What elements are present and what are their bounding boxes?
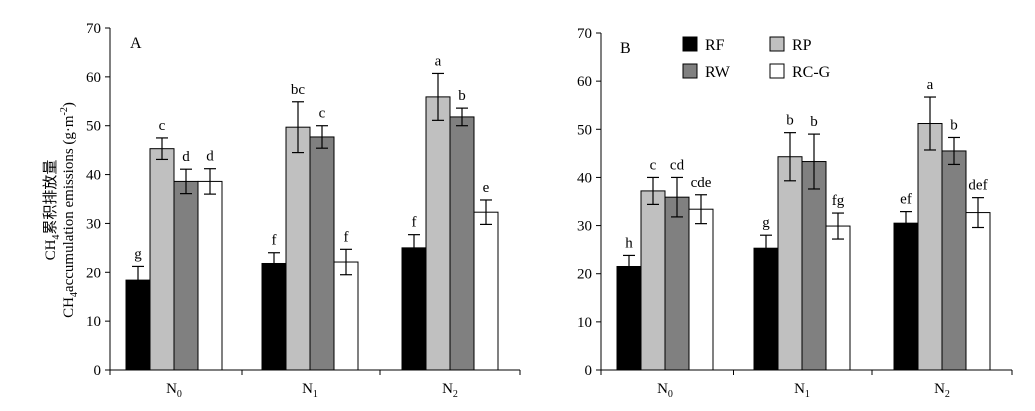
significance-letter: c: [650, 157, 657, 173]
x-tick-label: N2: [934, 381, 950, 400]
panel-b-label: B: [620, 40, 631, 57]
bar-rp-n0: [640, 190, 666, 371]
bar-rw-n0: [173, 180, 199, 371]
bar-rf-n2: [401, 247, 427, 371]
significance-letter: c: [159, 118, 166, 134]
ylabel-cn-text: 累积排放量: [42, 160, 59, 235]
bar-rc-g-n0: [197, 180, 223, 371]
ylabel-en-prefix: CH: [61, 297, 77, 318]
significance-letter: b: [458, 88, 466, 104]
bar-rw-n1: [309, 136, 335, 371]
y-tick-label: 40: [577, 170, 592, 186]
y-tick-label: 0: [94, 363, 102, 379]
y-tick-label: 30: [577, 219, 592, 235]
legend-label-rp: RP: [792, 37, 812, 54]
significance-letter: cd: [670, 157, 685, 173]
significance-letter: d: [182, 149, 190, 165]
significance-letter: b: [810, 114, 818, 130]
bar-rp-n2: [425, 96, 451, 371]
svg-text:CH4accumulation emissions (g·m: CH4accumulation emissions (g·m-2): [59, 102, 80, 318]
bar-rf-n1: [753, 247, 779, 371]
bar-rc-g-n1: [825, 225, 851, 371]
bar-rf-n0: [125, 279, 151, 371]
significance-letter: b: [950, 117, 958, 133]
y-tick-label: 60: [86, 70, 101, 86]
legend-label-rf: RF: [705, 37, 725, 54]
significance-letter: ef: [900, 192, 912, 208]
legend-swatch-rw: [682, 63, 698, 79]
bar-rw-n2: [449, 116, 475, 371]
bar-rf-n1: [261, 262, 287, 371]
bar-rp-n1: [285, 126, 311, 371]
bar-rc-g-n2: [965, 212, 991, 371]
bar-rw-n2: [941, 150, 967, 371]
significance-letter: d: [206, 149, 214, 165]
ylabel-en-exp: -2: [59, 107, 70, 115]
y-tick-label: 40: [86, 168, 101, 184]
panel-a-label: A: [130, 35, 142, 52]
y-tick-label: 20: [86, 265, 101, 281]
y-tick-label: 10: [577, 315, 592, 331]
ylabel-cn-prefix: CH: [43, 239, 59, 260]
y-tick-label: 50: [86, 119, 101, 135]
bar-rf-n0: [616, 265, 642, 371]
bar-rc-g-n0: [688, 208, 714, 371]
y-tick-label: 70: [577, 26, 592, 42]
x-tick-label: N0: [657, 381, 673, 400]
significance-letter: bc: [291, 82, 306, 98]
bar-rp-n1: [777, 156, 803, 371]
significance-letter: c: [319, 106, 326, 122]
significance-letter: a: [435, 53, 442, 69]
y-tick-label: 20: [577, 267, 592, 283]
significance-letter: fg: [832, 193, 845, 209]
legend-label-rw: RW: [705, 64, 731, 81]
significance-letter: h: [625, 235, 633, 251]
significance-letter: b: [786, 113, 794, 129]
significance-letter: g: [762, 215, 770, 231]
significance-letter: cde: [691, 175, 712, 191]
x-tick-label: N1: [794, 381, 810, 400]
ylabel-en-text: accumulation emissions (g·m: [61, 115, 77, 292]
y-tick-label: 50: [577, 122, 592, 138]
significance-letter: def: [968, 178, 987, 194]
bar-rw-n0: [664, 196, 690, 371]
svg-text:CH4累积排放量: CH4累积排放量: [42, 160, 62, 261]
bar-rc-g-n1: [333, 261, 359, 371]
bar-rc-g-n2: [473, 211, 499, 371]
bar-rf-n2: [893, 222, 919, 371]
y-tick-label: 60: [577, 74, 592, 90]
bar-rp-n0: [149, 148, 175, 371]
significance-letter: a: [927, 77, 934, 93]
significance-letter: f: [344, 229, 349, 245]
x-tick-label: N2: [442, 381, 458, 400]
bar-rp-n2: [917, 123, 943, 371]
legend-swatch-rp: [769, 36, 785, 52]
legend-swatch-rf: [682, 36, 698, 52]
x-tick-label: N1: [302, 381, 318, 400]
y-tick-label: 0: [585, 363, 593, 379]
significance-letter: f: [272, 233, 277, 249]
legend-swatch-rc-g: [769, 63, 785, 79]
ylabel-cn-prefix-sub: 4: [51, 235, 62, 240]
y-tick-label: 70: [86, 21, 101, 37]
significance-letter: f: [412, 215, 417, 231]
ylabel-en-prefix-sub: 4: [69, 292, 80, 297]
significance-letter: e: [483, 180, 490, 196]
legend: RF RP RW RC-G: [682, 36, 831, 81]
y-axis-label: CH4累积排放量 CH4accumulation emissions (g·m-…: [42, 102, 80, 318]
x-tick-label: N0: [166, 381, 182, 400]
y-tick-label: 10: [86, 314, 101, 330]
y-tick-label: 30: [86, 216, 101, 232]
bar-rw-n1: [801, 161, 827, 371]
ylabel-en-close: ): [61, 102, 77, 107]
significance-letter: g: [134, 246, 142, 262]
legend-label-rc-g: RC-G: [792, 64, 831, 81]
